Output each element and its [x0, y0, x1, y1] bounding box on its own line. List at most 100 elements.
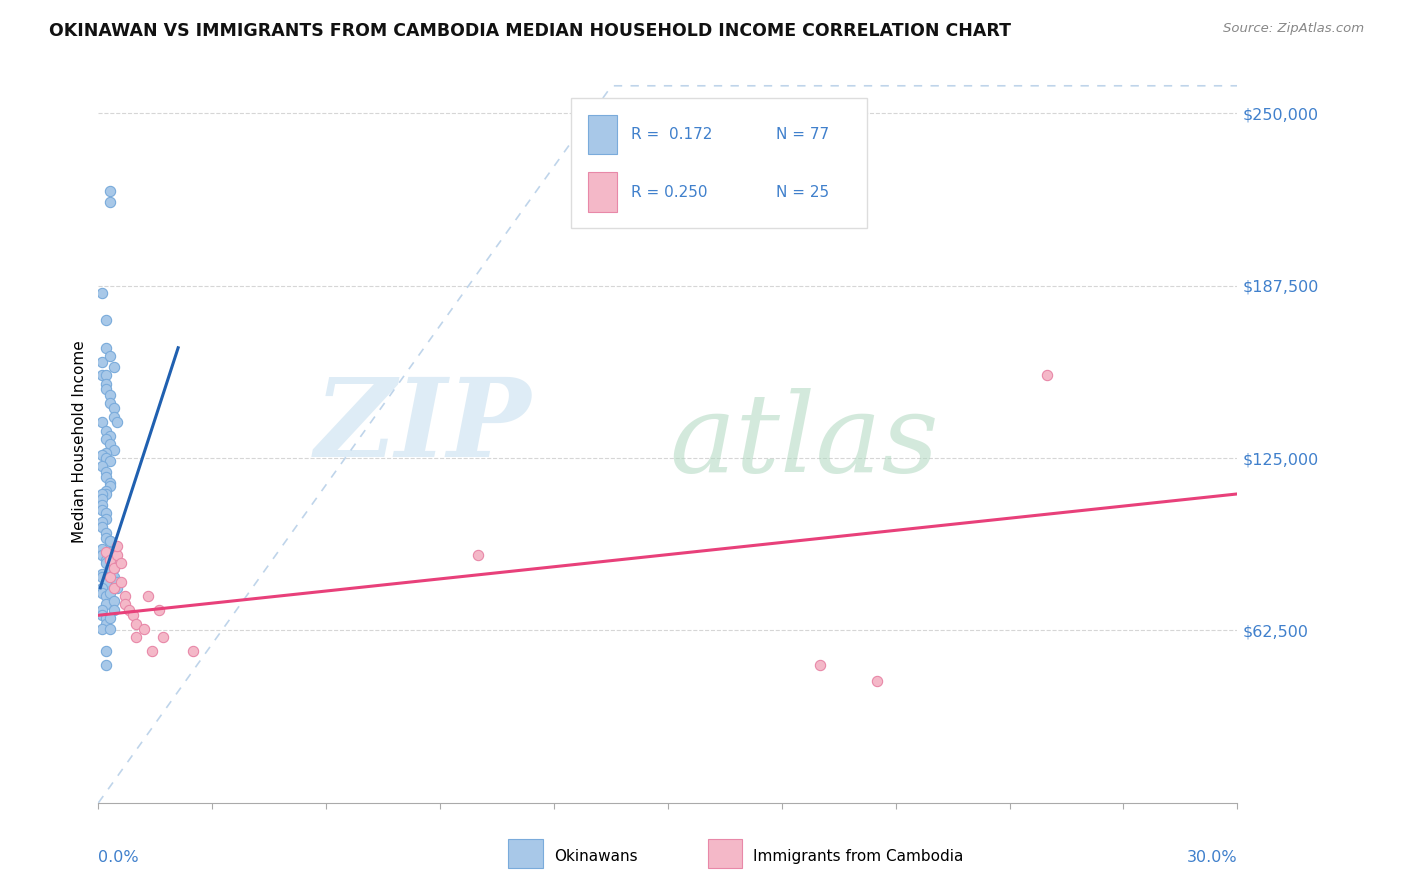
Text: atlas: atlas	[669, 388, 939, 495]
Point	[91, 566, 114, 581]
Point	[94, 525, 117, 540]
Point	[91, 603, 114, 617]
Point	[94, 644, 117, 658]
Point	[152, 631, 174, 645]
Point	[91, 492, 114, 507]
Point	[91, 581, 114, 595]
Text: Source: ZipAtlas.com: Source: ZipAtlas.com	[1223, 22, 1364, 36]
Point	[136, 589, 159, 603]
Point	[98, 396, 121, 410]
Point	[91, 503, 114, 517]
Point	[103, 442, 125, 457]
Text: N = 25: N = 25	[776, 185, 830, 200]
Point	[91, 459, 114, 474]
Bar	[588, 172, 617, 212]
Text: N = 77: N = 77	[776, 127, 830, 142]
Point	[98, 387, 121, 401]
Point	[103, 409, 125, 424]
Point	[94, 487, 117, 501]
Point	[98, 429, 121, 443]
Point	[121, 608, 143, 623]
Point	[91, 608, 114, 623]
Point	[103, 553, 125, 567]
Point	[94, 575, 117, 590]
Point	[94, 470, 117, 484]
Point	[98, 611, 121, 625]
Point	[125, 631, 148, 645]
Point	[94, 341, 117, 355]
Point	[98, 545, 121, 559]
Point	[91, 586, 114, 600]
Point	[103, 581, 125, 595]
Point	[110, 556, 132, 570]
Point	[114, 597, 136, 611]
Point	[110, 575, 132, 590]
Point	[98, 475, 121, 490]
Bar	[588, 114, 617, 154]
Point	[98, 533, 121, 548]
Point	[148, 603, 170, 617]
Point	[91, 520, 114, 534]
Point	[98, 569, 121, 583]
Point	[94, 484, 117, 499]
Point	[91, 415, 114, 429]
Point	[107, 539, 129, 553]
Point	[103, 561, 125, 575]
Point	[94, 553, 117, 567]
Text: R =  0.172: R = 0.172	[631, 127, 713, 142]
Point	[103, 594, 125, 608]
Point	[94, 597, 117, 611]
Point	[183, 644, 205, 658]
Point	[107, 415, 129, 429]
Point	[94, 368, 117, 383]
Point	[91, 368, 114, 383]
Point	[1036, 368, 1059, 383]
Point	[132, 622, 155, 636]
Point	[118, 603, 141, 617]
Point	[91, 354, 114, 368]
Point	[94, 506, 117, 520]
Point	[94, 556, 117, 570]
Point	[91, 542, 114, 557]
Point	[866, 674, 889, 689]
Text: OKINAWAN VS IMMIGRANTS FROM CAMBODIA MEDIAN HOUSEHOLD INCOME CORRELATION CHART: OKINAWAN VS IMMIGRANTS FROM CAMBODIA MED…	[49, 22, 1011, 40]
Point	[107, 575, 129, 590]
Text: 0.0%: 0.0%	[98, 850, 139, 864]
Point	[94, 589, 117, 603]
Point	[107, 581, 129, 595]
Text: Immigrants from Cambodia: Immigrants from Cambodia	[754, 849, 963, 864]
Point	[94, 432, 117, 446]
Point	[98, 184, 121, 198]
Point	[107, 548, 129, 562]
Point	[103, 561, 125, 575]
Point	[141, 644, 163, 658]
Point	[94, 451, 117, 466]
Point	[103, 401, 125, 416]
Point	[98, 194, 121, 209]
Text: Okinawans: Okinawans	[554, 849, 637, 864]
Point	[91, 448, 114, 462]
Point	[98, 349, 121, 363]
Point	[94, 512, 117, 526]
Point	[98, 454, 121, 468]
Point	[98, 561, 121, 575]
Point	[94, 445, 117, 459]
Point	[91, 622, 114, 636]
Point	[103, 360, 125, 375]
Point	[125, 616, 148, 631]
Point	[94, 376, 117, 391]
Text: 30.0%: 30.0%	[1187, 850, 1237, 864]
Point	[91, 285, 114, 300]
Point	[91, 498, 114, 512]
Point	[467, 548, 489, 562]
Point	[91, 515, 114, 529]
Point	[94, 545, 117, 559]
Point	[103, 603, 125, 617]
Point	[98, 437, 121, 451]
Bar	[707, 838, 742, 868]
Point	[94, 313, 117, 327]
Point	[91, 487, 114, 501]
Point	[98, 622, 121, 636]
Point	[114, 589, 136, 603]
Text: ZIP: ZIP	[315, 374, 531, 481]
